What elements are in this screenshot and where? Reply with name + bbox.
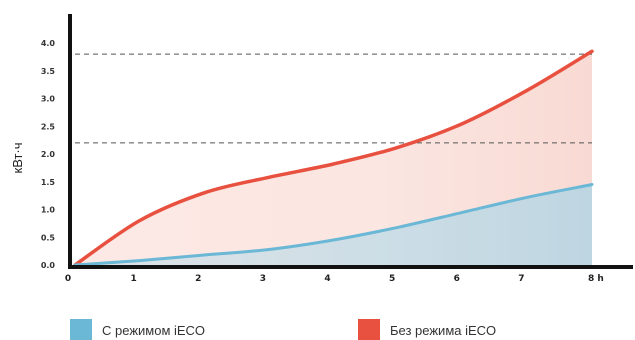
- legend-label-with-ieco: С режимом iECO: [102, 323, 205, 338]
- y-tick-label: 2.0: [41, 150, 56, 159]
- x-tick-label: 7: [518, 274, 524, 284]
- x-tick-labels: 0 1 2 3 4 5 6 7 8 h: [65, 274, 604, 284]
- axes: [68, 14, 633, 269]
- y-tick-label: 0.5: [41, 233, 56, 242]
- x-tick-label: 5: [389, 274, 395, 284]
- y-tick-label: 2.5: [41, 122, 56, 131]
- x-tick-label: 8 h: [588, 274, 604, 284]
- series-line-with-ieco: [73, 183, 594, 267]
- y-tick-label: 4.0: [41, 39, 56, 48]
- x-tick-label: 0: [65, 274, 71, 284]
- series-fills: [75, 51, 592, 265]
- legend-swatch-with-ieco: [70, 319, 92, 340]
- y-tick-label: 0.0: [41, 261, 56, 270]
- series-lines: [73, 49, 594, 267]
- x-tick-label: 2: [195, 274, 201, 284]
- x-tick-label: 4: [324, 274, 330, 284]
- x-tick-label: 3: [260, 274, 266, 284]
- y-tick-label: 3.0: [41, 95, 56, 104]
- y-tick-label: 1.0: [41, 206, 56, 215]
- y-axis-label: кВт·ч: [10, 143, 25, 174]
- series-area-with-ieco: [75, 184, 592, 265]
- legend-label-without-ieco: Без режима iECO: [390, 323, 496, 338]
- legend: С режимом iECO Без режима iECO: [70, 319, 496, 340]
- x-tick-label: 6: [454, 274, 460, 284]
- y-tick-label: 1.5: [41, 178, 56, 187]
- legend-swatch-without-ieco: [358, 319, 380, 340]
- y-tick-labels: 0.0 0.5 1.0 1.5 2.0 2.5 3.0 3.5 4.0: [41, 39, 56, 270]
- y-tick-label: 3.5: [41, 67, 56, 76]
- series-line-without-ieco: [73, 49, 594, 267]
- x-tick-label: 1: [130, 274, 136, 284]
